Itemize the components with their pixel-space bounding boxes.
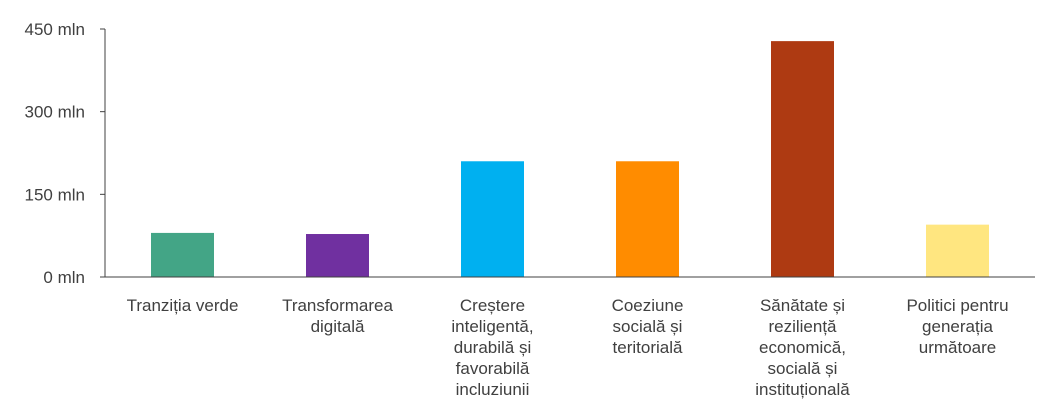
x-category-label: Sănătate și reziliență economică, socială ș… — [755, 296, 850, 399]
x-category-label-line: Politici pentru — [906, 296, 1008, 315]
x-category-label-line: Coeziune — [612, 296, 684, 315]
bars — [151, 41, 989, 277]
x-category-label-line: teritorială — [613, 338, 683, 357]
x-category-label-line: reziliență — [768, 317, 837, 336]
x-category-label-line: instituțională — [755, 380, 850, 399]
x-category-label-line: incluziunii — [456, 380, 530, 399]
bar — [461, 161, 524, 277]
bar — [306, 234, 369, 277]
x-category-label-line: socială și — [613, 317, 683, 336]
bar — [771, 41, 834, 277]
x-category-label-line: generația — [922, 317, 993, 336]
x-category-label-line: inteligentă, — [451, 317, 533, 336]
y-tick-label: 150 mln — [25, 185, 85, 204]
x-axis-labels: Tranziția verde Transformarea digitală Creș… — [127, 296, 1009, 399]
x-category-label-line: Tranziția verde — [127, 296, 239, 315]
x-category-label: Politici pentru generația următoare — [906, 296, 1008, 357]
x-category-label: Transformarea digitală — [282, 296, 393, 336]
bar — [926, 224, 989, 277]
x-category-label-line: Sănătate și — [760, 296, 845, 315]
x-category-label-line: următoare — [919, 338, 996, 357]
bar — [151, 232, 214, 277]
y-tick-label: 450 mln — [25, 20, 85, 39]
x-category-label-line: Creștere — [460, 296, 525, 315]
y-tick-label: 0 mln — [43, 268, 85, 287]
x-category-label: Coeziune socială și teritorială — [612, 296, 684, 357]
x-category-label: Tranziția verde — [127, 296, 239, 315]
x-category-label-line: favorabilă — [456, 359, 530, 378]
x-category-label: Creștere inteligentă, durabilă și favorabil… — [451, 296, 533, 399]
x-category-label-line: digitală — [311, 317, 365, 336]
y-tick-label: 300 mln — [25, 103, 85, 122]
x-category-label-line: Transformarea — [282, 296, 393, 315]
x-category-label-line: durabilă și — [454, 338, 532, 357]
y-axis: 0 mln 150 mln 300 mln 450 mln — [25, 20, 106, 287]
bar — [616, 161, 679, 277]
x-category-label-line: economică, — [759, 338, 846, 357]
x-category-label-line: socială și — [768, 359, 838, 378]
